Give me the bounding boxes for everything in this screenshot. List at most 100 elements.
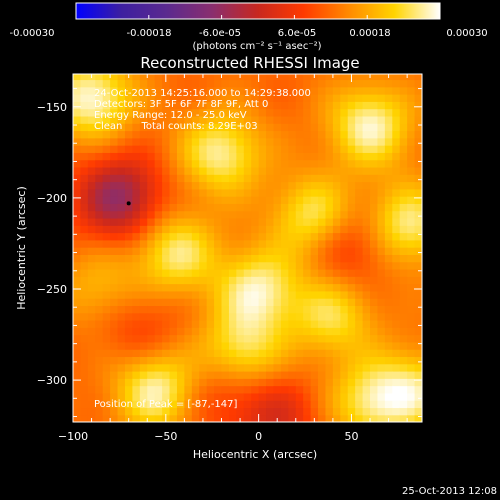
heatmap-cell	[124, 181, 134, 190]
heatmap-cell	[110, 101, 119, 110]
heatmap-cell	[117, 356, 126, 365]
heatmap-cell	[162, 305, 171, 314]
heatmap-cell	[162, 392, 171, 401]
heatmap-cell	[73, 108, 82, 117]
heatmap-cell	[399, 407, 408, 416]
heatmap-cell	[199, 108, 208, 117]
heatmap-cell	[310, 247, 319, 255]
heatmap-cell	[73, 210, 82, 219]
heatmap-cell	[221, 86, 230, 95]
heatmap-cell	[221, 261, 230, 270]
heatmap-cell	[176, 86, 185, 95]
heatmap-cell	[303, 349, 312, 358]
heatmap-cell	[399, 400, 408, 409]
heatmap-cell	[303, 152, 312, 161]
heatmap-cell	[384, 363, 393, 372]
heatmap-cell	[169, 203, 178, 212]
heatmap-cell	[176, 203, 185, 212]
heatmap-cell	[73, 196, 82, 204]
heatmap-cell	[273, 312, 282, 321]
heatmap-cell	[243, 196, 252, 204]
heatmap-cell	[340, 196, 349, 204]
heatmap-cell	[384, 174, 393, 183]
heatmap-cell	[414, 188, 422, 197]
heatmap-cell	[95, 210, 104, 219]
heatmap-cell	[399, 319, 408, 328]
heatmap-cell	[221, 298, 230, 306]
heatmap-cell	[288, 159, 297, 168]
heatmap-cell	[169, 283, 178, 292]
heatmap-cell	[310, 123, 319, 132]
heatmap-cell	[273, 283, 282, 292]
heatmap-cell	[214, 370, 223, 379]
heatmap-cell	[228, 254, 237, 263]
heatmap-cell	[295, 341, 304, 350]
heatmap-cell	[332, 385, 341, 394]
heatmap-cell	[87, 210, 96, 219]
heatmap-cell	[347, 86, 356, 95]
heatmap-cell	[124, 239, 134, 248]
heatmap-cell	[355, 407, 364, 416]
heatmap-cell	[295, 414, 304, 422]
heatmap-cell	[340, 414, 349, 422]
heatmap-cell	[384, 407, 393, 416]
heatmap-cell	[392, 137, 401, 146]
heatmap-cell	[325, 407, 334, 416]
heatmap-cell	[414, 319, 422, 328]
heatmap-cell	[332, 86, 341, 95]
heatmap-cell	[199, 137, 208, 146]
heatmap-cell	[377, 341, 386, 350]
heatmap-cell	[251, 79, 260, 88]
heatmap-cell	[221, 174, 230, 183]
heatmap-cell	[221, 341, 230, 350]
heatmap-cell	[318, 268, 327, 277]
heatmap-cell	[347, 378, 356, 387]
heatmap-cell	[355, 276, 364, 285]
heatmap-cell	[384, 232, 393, 241]
heatmap-cell	[147, 137, 156, 146]
heatmap-cell	[414, 239, 422, 248]
heatmap-cell	[206, 217, 215, 226]
colorbar-tick-label: -6.0e-05	[199, 28, 241, 39]
heatmap-cell	[169, 334, 178, 343]
heatmap-cell	[340, 101, 349, 110]
heatmap-cell	[80, 232, 89, 241]
heatmap-cell	[243, 108, 252, 117]
heatmap-cell	[325, 123, 334, 132]
heatmap-cell	[384, 115, 393, 124]
heatmap-cell	[117, 123, 126, 132]
heatmap-cell	[206, 225, 215, 234]
heatmap-cell	[392, 276, 401, 285]
x-tick-label: 50	[344, 430, 358, 443]
heatmap-cell	[370, 327, 379, 336]
heatmap-cell	[184, 166, 193, 175]
heatmap-cell	[199, 145, 208, 153]
heatmap-cell	[280, 159, 289, 168]
heatmap-cell	[199, 174, 208, 183]
heatmap-cell	[102, 290, 111, 299]
heatmap-cell	[102, 86, 111, 95]
heatmap-cell	[154, 137, 163, 146]
heatmap-cell	[236, 225, 245, 234]
heatmap-cell	[102, 159, 111, 168]
heatmap-cell	[73, 341, 82, 350]
heatmap-cell	[407, 174, 416, 183]
heatmap-cell	[206, 181, 215, 190]
heatmap-cell	[288, 254, 297, 263]
heatmap-cell	[280, 152, 289, 161]
heatmap-cell	[243, 79, 252, 88]
heatmap-cell	[124, 94, 134, 102]
heatmap-cell	[295, 254, 304, 263]
heatmap-cell	[377, 152, 386, 161]
heatmap-cell	[414, 166, 422, 175]
heatmap-cell	[139, 305, 148, 314]
heatmap-cell	[206, 174, 215, 183]
heatmap-cell	[407, 239, 416, 248]
heatmap-cell	[147, 188, 156, 197]
heatmap-cell	[280, 166, 289, 175]
heatmap-cell	[355, 159, 364, 168]
heatmap-cell	[414, 247, 422, 255]
heatmap-cell	[347, 196, 356, 204]
heatmap-cell	[303, 74, 312, 81]
heatmap-cell	[362, 74, 371, 81]
